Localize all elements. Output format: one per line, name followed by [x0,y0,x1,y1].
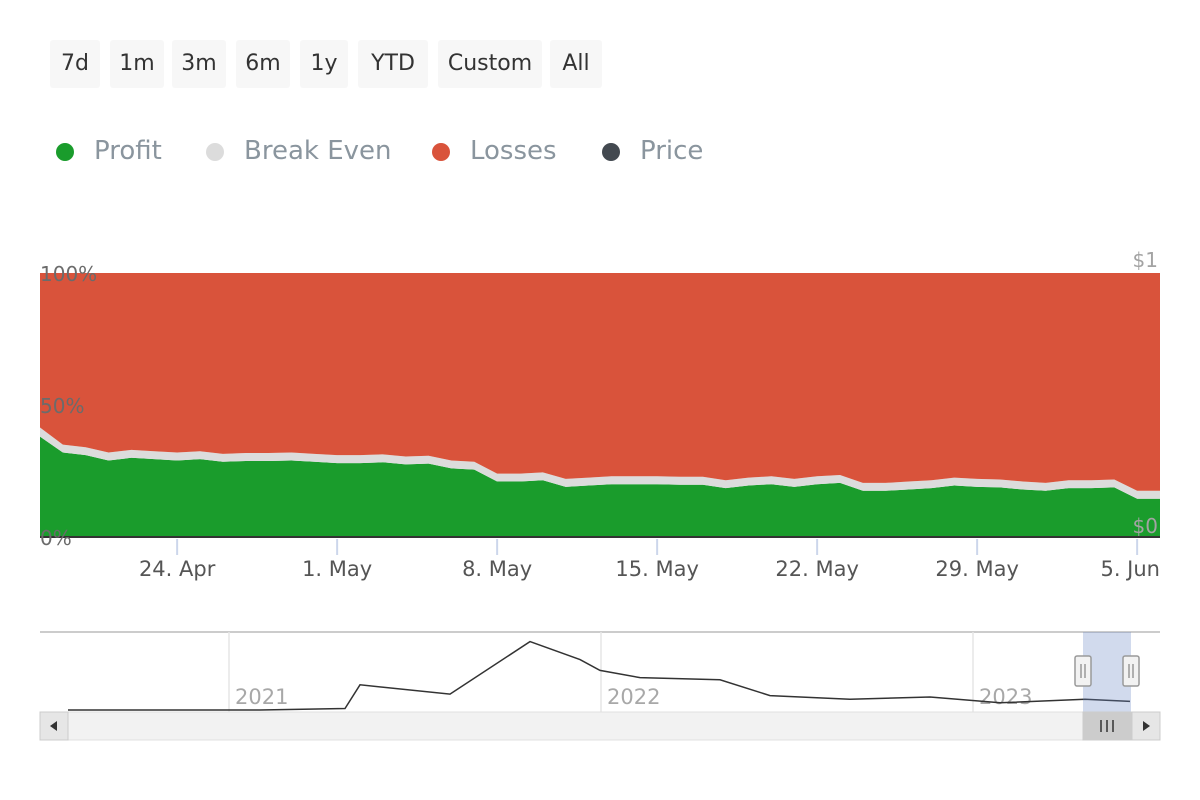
arrow-right-icon [1143,721,1150,731]
x-tick-label: 29. May [935,557,1019,581]
scrollbar-thumb[interactable] [1082,711,1132,741]
x-tick-label: 5. Jun [1100,557,1160,581]
range-button-6m[interactable]: 6m [236,40,290,88]
y-tick-label-left: 100% [40,262,97,286]
navigator-price-line [68,640,1131,711]
legend-marker [432,143,450,161]
navigator-year-label: 2022 [607,685,660,709]
navigator-year-label: 2023 [979,685,1032,709]
legend-label: Break Even [244,136,392,166]
range-button-ytd[interactable]: YTD [358,40,428,88]
scrollbar-right-button[interactable] [1131,711,1161,741]
legend-label: Losses [470,136,557,166]
navigator-year-label: 2021 [235,685,288,709]
x-tick-label: 22. May [775,557,859,581]
x-tick-label: 24. Apr [139,557,216,581]
range-button-all[interactable]: All [550,40,602,88]
area-series-profit [40,436,1160,537]
navigator-selection[interactable] [1083,632,1131,712]
axes: 0% 50% 100% $0 $1 24. Apr 1. May 8. May 15. May 2… [40,248,1160,581]
area-series-losses [40,273,1160,491]
x-tick-label: 8. May [462,557,532,581]
range-button-custom[interactable]: Custom [438,40,542,88]
navigator: 2021 2022 2023 [39,631,1161,741]
navigator-handle-left[interactable] [1074,655,1092,687]
legend-marker [602,143,620,161]
legend-label: Profit [94,136,162,166]
navigator-handle-right[interactable] [1122,655,1140,687]
plot-area [40,273,1160,537]
arrow-left-icon [50,721,57,731]
y-tick-label-left: 0% [40,526,72,550]
scrollbar-track[interactable] [39,711,1161,741]
legend-marker [56,143,74,161]
x-tick-label: 15. May [615,557,699,581]
scrollbar-left-button[interactable] [39,711,69,741]
x-tick-label: 1. May [302,557,372,581]
legend-marker [206,143,224,161]
y-tick-label-right: $0 [1133,514,1158,538]
range-button-3m[interactable]: 3m [172,40,226,88]
range-button-7d[interactable]: 7d [50,40,100,88]
legend-label: Price [640,136,704,166]
range-button-1y[interactable]: 1y [300,40,348,88]
range-button-1m[interactable]: 1m [110,40,164,88]
y-tick-label-right: $1 [1133,248,1158,272]
y-tick-label-left: 50% [40,394,84,418]
area-series-break-even [40,427,1160,499]
